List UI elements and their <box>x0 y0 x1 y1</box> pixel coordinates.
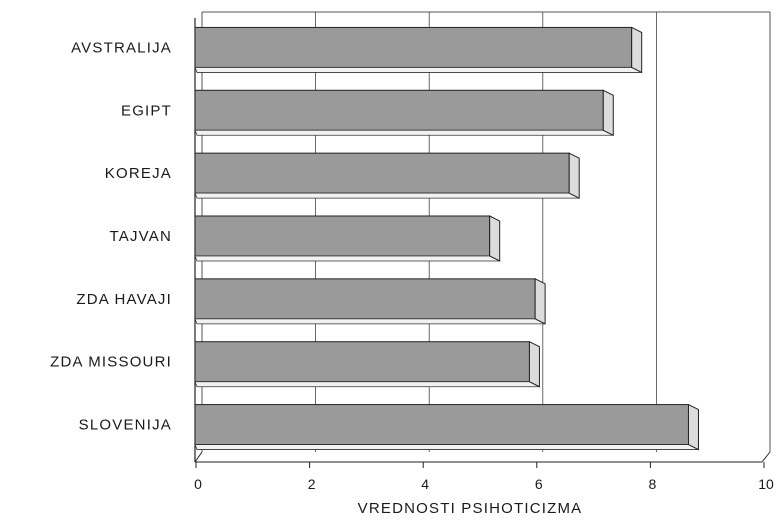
bar-bottom-face <box>194 255 500 262</box>
bar-bottom-face <box>194 129 614 136</box>
category-label: ZDA HAVAJI <box>76 291 172 308</box>
bar-bottom-face <box>194 444 699 450</box>
floor-right <box>761 451 771 463</box>
category-label: AVSTRALIJA <box>71 39 172 56</box>
bars <box>194 26 699 451</box>
floor-left <box>194 451 203 463</box>
bar-side-face <box>568 152 580 199</box>
x-ticks: 0 2 4 6 8 10 <box>194 462 774 492</box>
bar-side-face <box>687 403 699 451</box>
tick-label: 8 <box>649 476 657 492</box>
category-label: ZDA MISSOURI <box>50 354 172 371</box>
tick-label: 6 <box>535 476 543 492</box>
bar-side-face <box>631 26 643 74</box>
bar-bottom-face <box>194 381 540 388</box>
bar-side-face <box>602 89 614 137</box>
bar <box>194 26 633 68</box>
bar-side-face <box>528 340 540 388</box>
bar <box>194 341 530 383</box>
bar <box>194 404 689 446</box>
tick-label: 2 <box>308 476 316 492</box>
category-label: KOREJA <box>105 165 172 182</box>
category-label: TAJVAN <box>110 228 172 245</box>
bar-bottom-face <box>194 318 546 325</box>
bar <box>194 215 491 257</box>
bar-side-face <box>489 215 501 262</box>
category-label: EGIPT <box>121 102 172 119</box>
bar <box>194 278 536 320</box>
bar-bottom-face <box>194 192 580 199</box>
x-axis-title: VREDNOSTI PSIHOTICIZMA <box>358 500 583 517</box>
bar <box>194 89 604 131</box>
tick-label: 4 <box>421 476 429 492</box>
tick-label: 10 <box>758 476 774 492</box>
category-label: SLOVENIJA <box>79 417 172 434</box>
bar <box>194 152 570 194</box>
category-labels: AVSTRALIJA EGIPT KOREJA TAJVAN ZDA HAVAJI ZDA… <box>50 39 172 434</box>
tick-label: 0 <box>194 476 202 492</box>
bar-side-face <box>534 278 546 325</box>
bar-bottom-face <box>194 67 642 73</box>
